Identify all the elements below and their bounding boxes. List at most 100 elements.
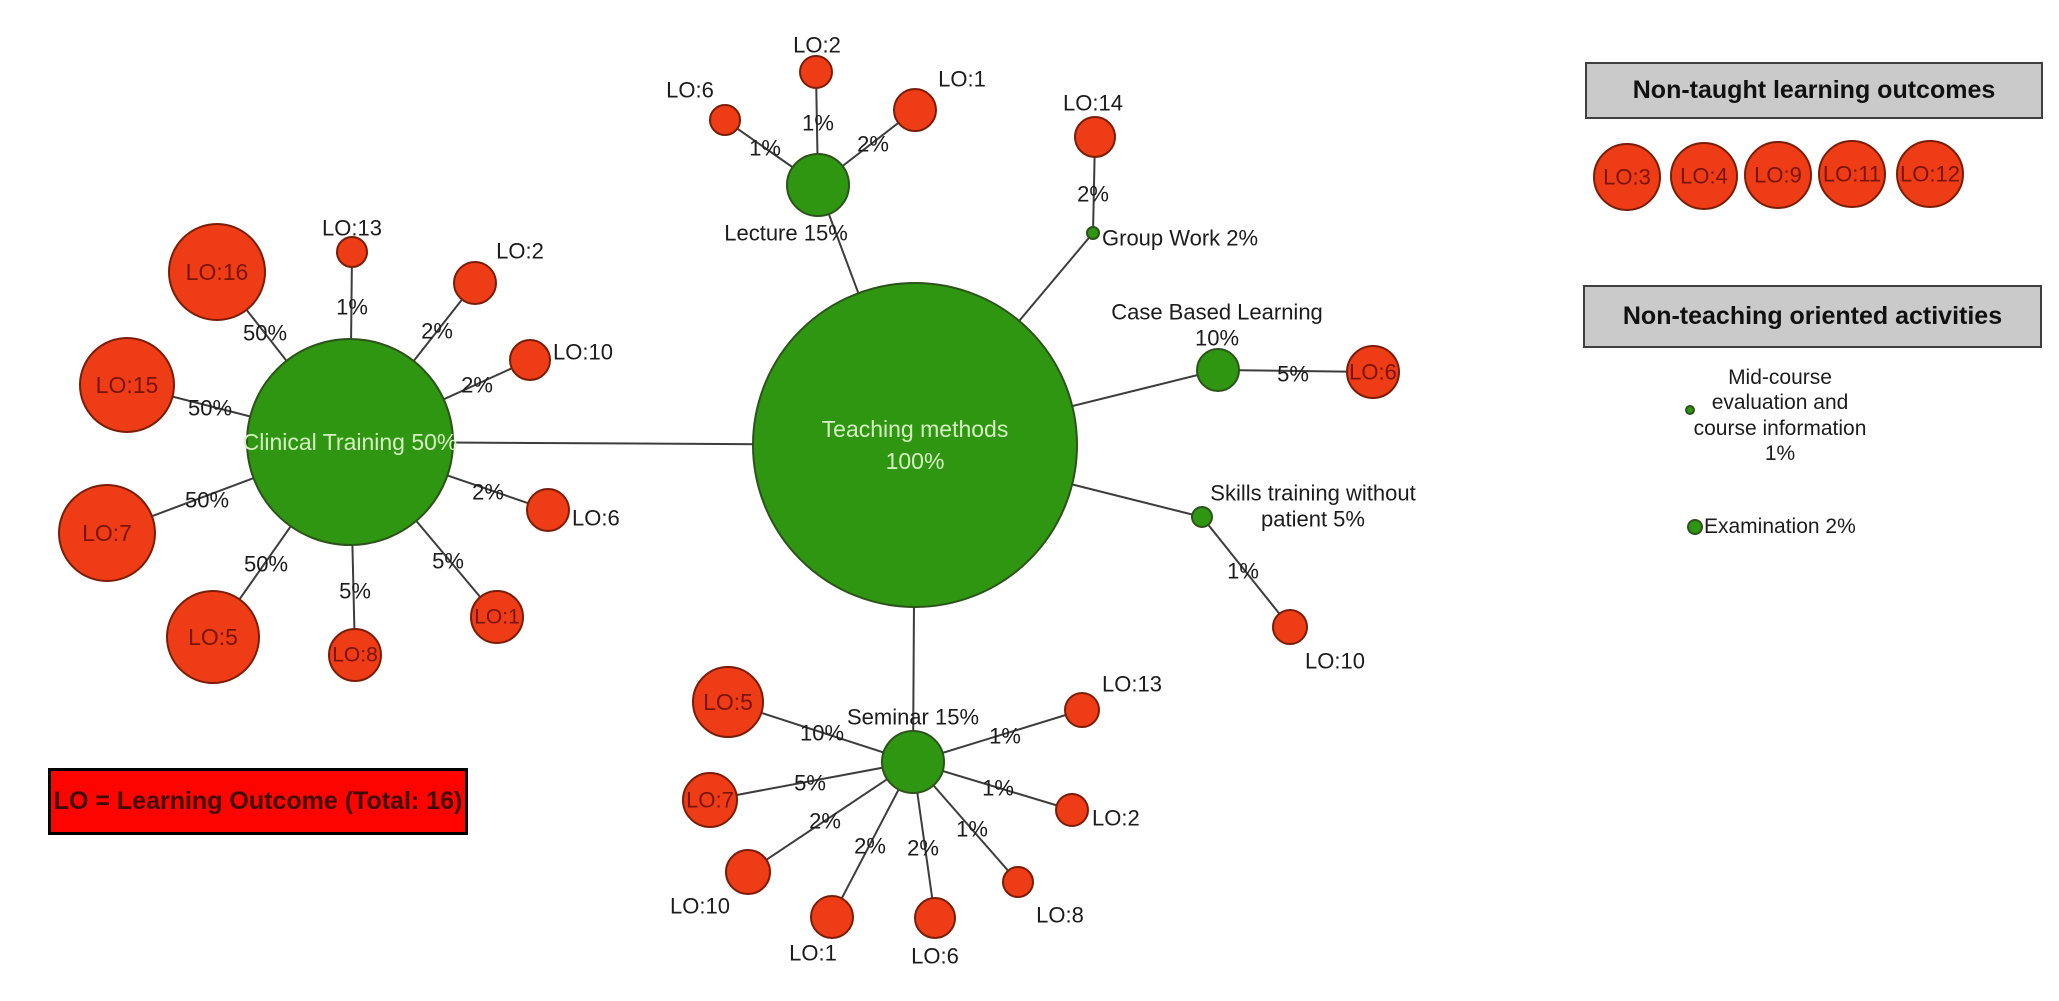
pct-clinical-lo2: 2% <box>421 319 453 344</box>
node-group-work <box>1086 226 1100 240</box>
midcourse-evaluation-label: Mid-course evaluation and course informa… <box>1670 365 1890 467</box>
node-lecture <box>786 153 850 217</box>
pct-seminar-lo7: 5% <box>794 771 826 796</box>
pct-seminar-lo8: 1% <box>956 817 988 842</box>
pct-clinical-lo5: 50% <box>244 552 288 577</box>
label-nontaught-lo12: LO:12 <box>1900 162 1960 187</box>
node-midcourse-dot <box>1685 405 1695 415</box>
pct-clinical-lo8: 5% <box>339 579 371 604</box>
node-nontaught-lo11 <box>1818 140 1886 208</box>
label-nontaught-lo9: LO:9 <box>1754 163 1802 188</box>
label-group-work: Group Work 2% <box>1102 226 1258 251</box>
node-seminar-lo1 <box>810 895 854 939</box>
label-lecture-lo1: LO:1 <box>938 67 986 92</box>
label-seminar-lo1: LO:1 <box>789 941 837 966</box>
pct-clinical-lo16: 50% <box>243 321 287 346</box>
legend-text: LO = Learning Outcome (Total: 16) <box>53 787 463 815</box>
pct-clinical-lo6: 2% <box>472 480 504 505</box>
label-casebased-lo6: LO:6 <box>1349 360 1397 385</box>
node-clinical-lo8 <box>328 628 382 682</box>
label-teaching-methods: Teaching methods 100% <box>822 416 1009 474</box>
non-taught-outcomes-title: Non-taught learning outcomes <box>1632 76 1996 104</box>
label-skills-training-line-2: patient 5% <box>1261 507 1365 532</box>
label-clinical-lo10: LO:10 <box>553 340 613 365</box>
label-seminar-lo10: LO:10 <box>670 894 730 919</box>
node-nontaught-lo4 <box>1670 142 1738 210</box>
node-skills-lo10 <box>1272 609 1308 645</box>
label-seminar-lo6: LO:6 <box>911 944 959 969</box>
non-teaching-activities-header: Non-teaching oriented activities <box>1583 285 2042 348</box>
pct-seminar-lo10: 2% <box>809 809 841 834</box>
pct-seminar-lo13: 1% <box>989 724 1021 749</box>
pct-seminar-lo1: 2% <box>854 834 886 859</box>
label-seminar-lo5: LO:5 <box>703 689 753 715</box>
label-case-based-learning-line-1: Case Based Learning <box>1111 300 1323 325</box>
label-lecture-lo6: LO:6 <box>666 78 714 103</box>
label-case-based-learning-line-2: 10% <box>1195 326 1239 351</box>
node-examination-dot <box>1687 519 1703 535</box>
node-lecture-lo1 <box>893 88 937 132</box>
node-clinical-lo6 <box>526 488 570 532</box>
node-clinical-training <box>246 338 454 546</box>
node-teaching-methods <box>752 282 1078 608</box>
label-seminar-lo2: LO:2 <box>1092 806 1140 831</box>
node-nontaught-lo3 <box>1593 143 1661 211</box>
node-case-based-learning <box>1196 348 1240 392</box>
pct-clinical-lo7: 50% <box>185 488 229 513</box>
non-taught-outcomes-header: Non-taught learning outcomes <box>1585 62 2043 119</box>
pct-skills-lo10: 1% <box>1227 559 1259 584</box>
label-seminar-lo13: LO:13 <box>1102 672 1162 697</box>
pct-groupwork-lo14: 2% <box>1077 182 1109 207</box>
node-nontaught-lo12 <box>1896 140 1964 208</box>
examination-label: Examination 2% <box>1704 515 1856 538</box>
label-clinical-lo6: LO:6 <box>572 506 620 531</box>
edge-seminar--seminar-lo7 <box>709 761 914 801</box>
node-lecture-lo2 <box>799 55 833 89</box>
midcourse-line-3: course information <box>1693 416 1867 440</box>
label-seminar-lo7: LO:7 <box>686 788 734 813</box>
label-groupwork-lo14: LO:14 <box>1063 91 1123 116</box>
label-clinical-lo13: LO:13 <box>322 216 382 241</box>
node-skills-training <box>1191 506 1213 528</box>
label-nontaught-lo11: LO:11 <box>1823 162 1881 187</box>
pct-seminar-lo5: 10% <box>800 721 844 746</box>
pct-lecture-lo1: 2% <box>857 132 889 157</box>
node-nontaught-lo9 <box>1744 141 1812 209</box>
node-clinical-lo10 <box>509 339 551 381</box>
pct-clinical-lo10: 2% <box>461 373 493 398</box>
node-clinical-lo2 <box>453 261 497 305</box>
node-clinical-lo1 <box>470 590 524 644</box>
label-lecture: Lecture 15% <box>724 221 848 246</box>
pct-seminar-lo2: 1% <box>982 776 1014 801</box>
label-clinical-lo2: LO:2 <box>496 239 544 264</box>
node-seminar-lo7 <box>682 772 738 828</box>
pct-clinical-lo1: 5% <box>432 549 464 574</box>
label-clinical-lo1: LO:1 <box>474 606 520 629</box>
label-clinical-lo16: LO:16 <box>186 259 249 285</box>
pct-casebased-lo6: 5% <box>1277 362 1309 387</box>
node-clinical-lo16 <box>168 223 266 321</box>
node-clinical-lo13 <box>336 236 368 268</box>
pct-lecture-lo6: 1% <box>749 136 781 161</box>
pct-lecture-lo2: 1% <box>802 111 834 136</box>
midcourse-line-1: Mid-course <box>1728 366 1832 389</box>
label-nontaught-lo4: LO:4 <box>1680 164 1728 189</box>
pct-seminar-lo6: 2% <box>907 836 939 861</box>
node-seminar-lo8 <box>1002 866 1034 898</box>
midcourse-line-4: 1% <box>1764 442 1796 466</box>
label-clinical-lo8: LO:8 <box>332 644 378 667</box>
legend-box: LO = Learning Outcome (Total: 16) <box>48 768 468 835</box>
node-lecture-lo6 <box>709 104 741 136</box>
node-clinical-lo7 <box>58 484 156 582</box>
node-seminar <box>881 730 945 794</box>
pct-clinical-lo15: 50% <box>188 396 232 421</box>
edge-skills-training--skills-lo10 <box>1201 516 1291 628</box>
node-seminar-lo10 <box>725 849 771 895</box>
non-teaching-activities-title: Non-teaching oriented activities <box>1622 302 2003 330</box>
node-groupwork-lo14 <box>1074 116 1116 158</box>
label-skills-training-line-1: Skills training without <box>1210 481 1415 506</box>
pct-clinical-lo13: 1% <box>336 295 368 320</box>
node-seminar-lo2 <box>1055 793 1089 827</box>
